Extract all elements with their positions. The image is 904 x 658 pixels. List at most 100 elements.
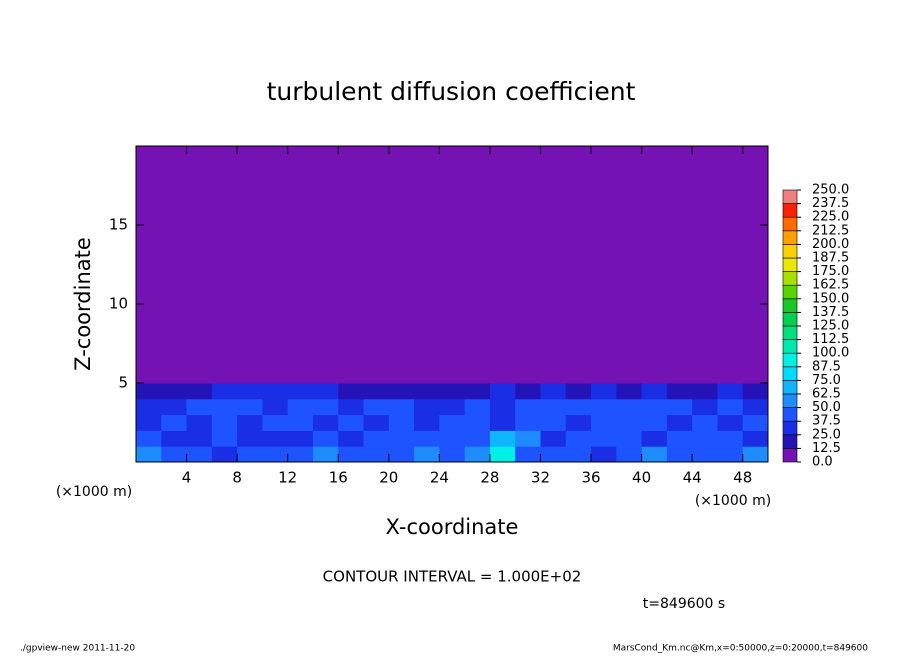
heatmap-cell [136,430,162,447]
colorbar-label: 250.0 [812,183,849,198]
colorbar-swatch [782,448,798,463]
heatmap-cell [211,398,238,416]
heatmap-cell [161,446,188,463]
heatmap-cell [515,367,541,384]
x-tick-label: 4 [182,469,192,487]
heatmap-cell [591,383,617,400]
colorbar-swatch [782,339,798,354]
heatmap-cell [641,446,668,463]
heatmap-cell [565,367,592,384]
heatmap-cell [717,383,744,400]
heatmap-cell [742,414,769,431]
heatmap-cell [464,383,491,400]
heatmap-cell [717,398,744,416]
heatmap-cell [262,446,289,463]
chart-title: turbulent diffusion coefficient [267,77,636,106]
colorbar-swatch [782,189,798,204]
heatmap-cell [161,367,188,384]
x-tick-label: 32 [531,469,550,487]
colorbar-label: 50.0 [812,400,841,415]
heatmap-cell [363,398,390,416]
colorbar-label: 225.0 [812,210,849,225]
heatmap-cell [414,430,440,447]
heatmap-cell [161,430,188,447]
heatmap-cell [237,383,263,400]
heatmap-cell [211,414,238,431]
heatmap-cell [287,414,314,431]
heatmap-cell [338,430,365,447]
heatmap-cell [237,430,263,447]
heatmap-cell [616,414,643,431]
heatmap-cell [540,446,567,463]
colorbar-swatch [782,420,798,436]
heatmap-cell [591,414,617,431]
heatmap-cell [161,398,188,416]
heatmap-cell [338,446,365,463]
heatmap-cell [388,446,415,463]
heatmap-cell [717,414,744,431]
heatmap-cell [237,398,263,416]
heatmap-cell [186,430,213,447]
heatmap-cell [262,367,289,384]
heatmap-cell [515,430,541,447]
heatmap-cell [186,367,213,384]
heatmap-cell [742,383,769,400]
footer-left: ./gpview-new 2011-11-20 [20,644,135,654]
heatmap-cell [692,383,718,400]
heatmap-cell [641,398,668,416]
colorbar-swatch [782,203,798,218]
heatmap-cell [211,367,238,384]
heatmap-cell [641,430,668,447]
heatmap-cell [388,414,415,431]
x-unit-label: (×1000 m) [695,493,771,509]
heatmap-cell [591,398,617,416]
colorbar-swatch [782,312,798,327]
heatmap-cell [565,446,592,463]
x-tick-label: 16 [329,469,348,487]
colorbar-label: 12.5 [812,441,841,456]
heatmap-cell [439,414,466,431]
colorbar-swatch [782,366,798,381]
contour-interval: CONTOUR INTERVAL = 1.000E+02 [323,568,582,586]
heatmap-cell [186,398,213,416]
heatmap-cell [363,367,390,384]
heatmap-cell [666,398,693,416]
heatmap-cell [692,414,718,431]
heatmap-cell [338,367,365,384]
x-tick-label: 44 [683,469,702,487]
heatmap-cell [136,446,162,463]
heatmap-cell [363,383,390,400]
colorbar-label: 87.5 [812,359,841,374]
colorbar-label: 237.5 [812,196,849,211]
heatmap-cell [666,414,693,431]
heatmap-cell [388,398,415,416]
heatmap-cell [742,398,769,416]
heatmap-cell [237,367,263,384]
heatmap-cell [616,383,643,400]
heatmap-cell [540,430,567,447]
colorbar-label: 187.5 [812,251,849,266]
x-tick-label: 20 [379,469,398,487]
colorbar-label: 37.5 [812,414,841,429]
heatmap-cell [515,446,541,463]
colorbar-swatch [782,244,798,259]
heatmap-cell [211,446,238,463]
heatmap-cell [464,430,491,447]
heatmap-cell [287,446,314,463]
heatmap-cell [161,414,188,431]
heatmap-cell [388,383,415,400]
x-unit-label: (×1000 m) [56,484,132,500]
heatmap-cell [565,430,592,447]
heatmap-cell [464,414,491,431]
heatmap-cell [363,430,390,447]
heatmap-cell [641,367,668,384]
heatmap-cell [414,446,440,463]
heatmap-cell [540,383,567,400]
x-tick-label: 24 [430,469,449,487]
heatmap-cell [186,383,213,400]
colorbar-swatch [782,257,798,272]
heatmap-cell [717,430,744,447]
heatmap-cell [439,398,466,416]
heatmap-cell [262,398,289,416]
